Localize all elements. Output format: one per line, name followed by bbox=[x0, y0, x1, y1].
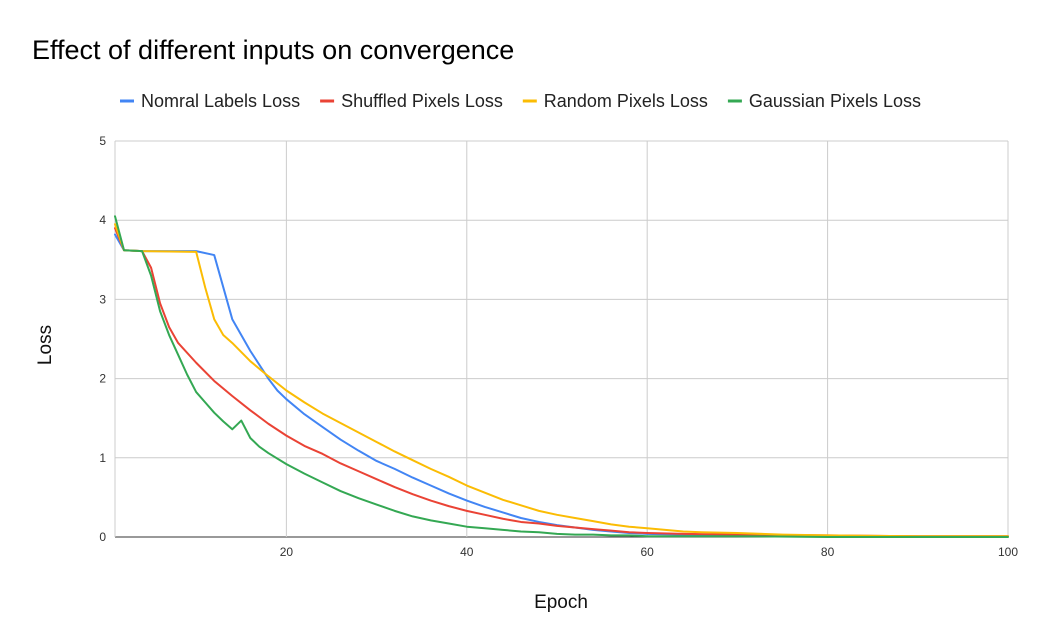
legend-item-4: Gaussian Pixels Loss bbox=[727, 91, 921, 111]
x-tick-label: 40 bbox=[460, 545, 474, 559]
y-axis-ticks: 0 1 2 3 4 5 bbox=[99, 134, 106, 544]
legend: Nomral Labels Loss Shuffled Pixels Loss Ra… bbox=[120, 91, 921, 111]
chart-title: Effect of different inputs on convergenc… bbox=[32, 35, 514, 65]
gridlines bbox=[114, 140, 1009, 538]
x-tick-label: 80 bbox=[821, 545, 835, 559]
y-tick-label: 5 bbox=[99, 134, 106, 148]
series-line-2 bbox=[114, 227, 1009, 538]
legend-label: Random Pixels Loss bbox=[544, 91, 708, 111]
series-lines bbox=[114, 215, 1009, 538]
y-tick-label: 4 bbox=[99, 213, 106, 227]
y-tick-label: 3 bbox=[99, 292, 106, 306]
y-tick-label: 0 bbox=[99, 530, 106, 544]
y-tick-label: 2 bbox=[99, 372, 106, 386]
legend-label: Shuffled Pixels Loss bbox=[341, 91, 503, 111]
y-tick-label: 1 bbox=[99, 451, 106, 465]
x-tick-label: 100 bbox=[998, 545, 1018, 559]
legend-item-2: Shuffled Pixels Loss bbox=[320, 91, 503, 111]
x-tick-label: 20 bbox=[280, 545, 294, 559]
legend-label: Gaussian Pixels Loss bbox=[749, 91, 921, 111]
y-axis-title: Loss bbox=[35, 325, 56, 365]
legend-item-1: Nomral Labels Loss bbox=[120, 91, 300, 111]
x-axis-title: Epoch bbox=[534, 592, 588, 613]
legend-item-3: Random Pixels Loss bbox=[522, 91, 708, 111]
series-line-4 bbox=[114, 215, 1009, 538]
legend-label: Nomral Labels Loss bbox=[141, 91, 300, 111]
x-tick-label: 60 bbox=[641, 545, 655, 559]
x-axis-ticks: 20 40 60 80 100 bbox=[280, 545, 1019, 559]
series-line-3 bbox=[114, 223, 1009, 538]
